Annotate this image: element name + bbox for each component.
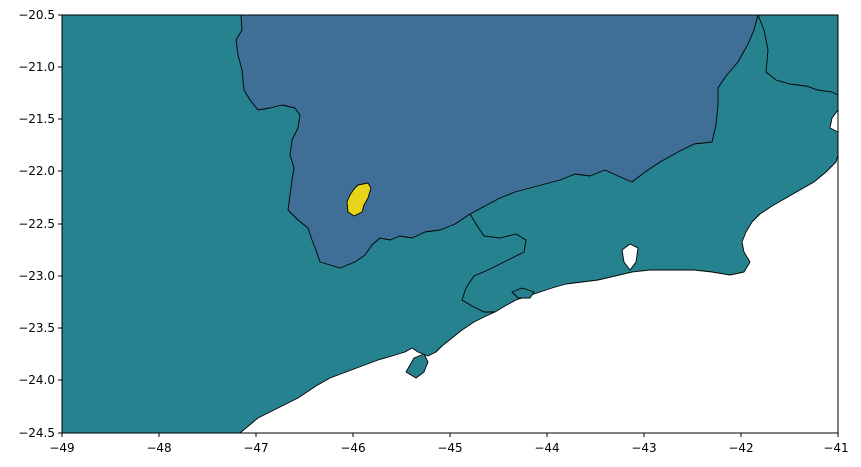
x-tick: −43 xyxy=(631,433,657,455)
x-tick-label: −46 xyxy=(340,441,365,455)
x-tick: −47 xyxy=(243,433,269,455)
y-tick: −23.0 xyxy=(18,269,62,283)
y-tick-label: −22.0 xyxy=(18,164,55,178)
ocean xyxy=(239,154,838,433)
y-tick-label: −23.5 xyxy=(18,321,55,335)
y-axis: −20.5 −21.0 −21.5 −22.0 −22.5 −23.0 −23.… xyxy=(18,8,62,440)
yellow-region xyxy=(346,182,372,217)
lagoon xyxy=(621,243,639,271)
x-tick-label: −44 xyxy=(534,441,559,455)
y-tick: −22.0 xyxy=(18,164,62,178)
x-tick: −48 xyxy=(146,433,172,455)
y-tick: −24.5 xyxy=(18,426,62,440)
x-tick: −46 xyxy=(340,433,366,455)
x-tick-label: −48 xyxy=(146,441,171,455)
border-rj-mg-east xyxy=(757,15,838,96)
y-tick-label: −20.5 xyxy=(18,8,55,22)
x-tick-label: −49 xyxy=(49,441,74,455)
y-tick: −21.5 xyxy=(18,112,62,126)
x-tick: −45 xyxy=(437,433,463,455)
x-tick-label: −42 xyxy=(728,441,753,455)
x-tick-label: −43 xyxy=(631,441,656,455)
y-tick: −23.5 xyxy=(18,321,62,335)
y-tick: −20.5 xyxy=(18,8,62,22)
y-tick-label: −24.0 xyxy=(18,373,55,387)
border-sp-rj xyxy=(461,213,527,313)
island-teal xyxy=(405,353,429,379)
island-teal-small xyxy=(511,287,535,299)
y-tick-label: −23.0 xyxy=(18,269,55,283)
y-tick-label: −21.0 xyxy=(18,60,55,74)
x-tick: −49 xyxy=(49,433,75,455)
x-axis: −49 −48 −47 −46 −45 −44 −43 −42 −41 xyxy=(49,433,849,455)
bay-right xyxy=(829,109,838,133)
x-tick: −41 xyxy=(823,433,849,455)
y-tick: −21.0 xyxy=(18,60,62,74)
y-tick-label: −24.5 xyxy=(18,426,55,440)
map-area xyxy=(62,15,838,433)
y-tick-label: −21.5 xyxy=(18,112,55,126)
blue-region xyxy=(235,15,759,269)
x-tick-label: −45 xyxy=(437,441,462,455)
y-tick: −24.0 xyxy=(18,373,62,387)
x-tick-label: −41 xyxy=(823,441,848,455)
x-tick: −44 xyxy=(534,433,560,455)
y-tick: −22.5 xyxy=(18,217,62,231)
x-tick-label: −47 xyxy=(243,441,268,455)
x-tick: −42 xyxy=(728,433,754,455)
y-tick-label: −22.5 xyxy=(18,217,55,231)
